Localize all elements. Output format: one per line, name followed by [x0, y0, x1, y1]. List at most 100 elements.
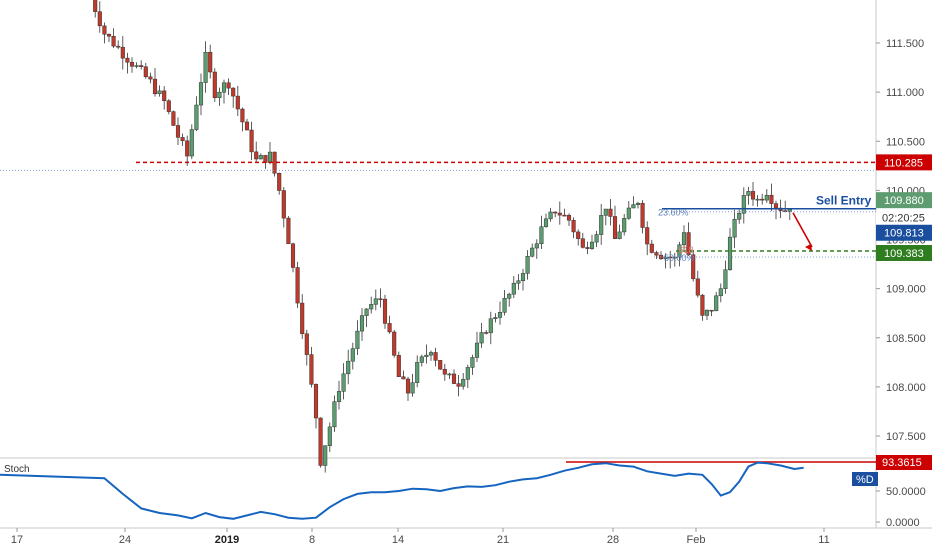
stoch-tick-label: 50.0000: [886, 486, 926, 498]
y-tick-label: 107.500: [886, 431, 926, 443]
candle-body: [525, 256, 530, 274]
candle-body: [162, 90, 167, 101]
candle-body: [313, 384, 319, 419]
candle-body: [474, 342, 480, 358]
candle-body: [557, 212, 562, 216]
candle-body: [341, 373, 346, 392]
candle-body: [681, 232, 687, 246]
candle-body: [290, 243, 296, 268]
candle-body: [424, 354, 429, 358]
candle-body: [106, 33, 112, 37]
resistance-price-label-bg: [876, 154, 932, 171]
candle-body: [594, 234, 599, 243]
candle-body: [336, 391, 342, 402]
candle-body: [231, 87, 236, 97]
candle-body: [732, 219, 737, 238]
fib-236-label: 23.60%: [658, 208, 689, 218]
candle-body: [649, 243, 654, 253]
candle-body: [755, 198, 760, 201]
stoch-legend-badge: [852, 472, 878, 486]
candle-body: [603, 208, 608, 216]
candle-body: [318, 417, 323, 466]
current-price-label-bg: [876, 192, 932, 209]
candle-body: [691, 254, 696, 280]
candle-body: [129, 61, 135, 67]
x-tick-label: 8: [309, 534, 315, 546]
x-tick-label: 28: [607, 534, 619, 546]
candle-body: [631, 204, 636, 209]
candle-body: [180, 137, 185, 142]
candle-body: [461, 379, 466, 387]
stoch-level-badge: [876, 455, 932, 470]
x-tick-label: 14: [392, 534, 404, 546]
candle-body: [373, 298, 378, 305]
take-profit-price-label: 109.383: [884, 248, 924, 260]
candle-body: [599, 215, 604, 235]
candle-body: [235, 95, 240, 110]
candle-body: [143, 66, 148, 78]
candle-body: [125, 57, 130, 63]
candle-body: [148, 76, 153, 80]
candle-body: [346, 360, 351, 375]
candle-body: [428, 352, 434, 356]
candlestick-series: [93, 0, 792, 473]
candle-body: [539, 226, 544, 244]
candle-body: [507, 293, 512, 299]
candle-body: [355, 330, 360, 349]
stoch-line: [0, 461, 804, 520]
candle-body: [543, 218, 549, 227]
candle-body: [534, 243, 539, 249]
candle-body: [488, 318, 493, 334]
candle-body: [249, 129, 254, 153]
stoch-title: Stoch: [4, 464, 30, 475]
y-tick-label: 108.500: [886, 333, 926, 345]
time-axis[interactable]: 17 24 2019 8 14 21 28 Feb 11: [11, 528, 830, 546]
candle-body: [617, 231, 622, 239]
candle-body: [304, 333, 309, 355]
candle-body: [382, 298, 388, 324]
candle-body: [566, 214, 572, 221]
resistance-price-label: 110.285: [884, 157, 923, 169]
candle-body: [396, 355, 401, 377]
candle-body: [410, 382, 415, 394]
candle-body: [203, 51, 208, 83]
candle-body: [576, 231, 581, 239]
price-pane[interactable]: [0, 0, 876, 458]
candle-body: [741, 195, 746, 214]
candle-body: [139, 65, 144, 67]
candle-body: [718, 288, 723, 297]
candle-body: [281, 190, 286, 219]
sell-entry-price-label-bg: [876, 224, 932, 241]
candle-body: [217, 91, 222, 98]
stoch-level-label: 93.3615: [882, 457, 922, 469]
candle-body: [654, 252, 659, 256]
countdown-bg: [876, 210, 932, 225]
stoch-legend-label: %D: [856, 474, 874, 486]
sell-arrow-head: [805, 243, 812, 251]
candle-body: [447, 373, 452, 376]
candle-body: [760, 198, 765, 201]
y-tick-label: 111.500: [886, 38, 924, 50]
candle-body: [769, 194, 774, 204]
candle-body: [401, 376, 406, 380]
candle-body: [502, 298, 507, 313]
candle-body: [695, 278, 700, 296]
candle-body: [267, 151, 273, 163]
candle-body: [277, 173, 282, 191]
candle-body: [470, 357, 475, 368]
y-tick-label: 109.000: [886, 284, 926, 296]
candle-body: [171, 111, 176, 126]
candle-body: [111, 35, 116, 47]
candle-body: [120, 46, 125, 59]
sell-entry-label: Sell Entry: [816, 194, 872, 208]
candle-body: [484, 332, 489, 334]
candle-body: [286, 217, 291, 245]
current-price-label: 109.880: [884, 195, 924, 207]
x-tick-label: 21: [497, 534, 509, 546]
candle-body: [254, 151, 259, 160]
candle-body: [152, 78, 158, 95]
sell-arrow: [792, 212, 813, 248]
fib-618-label: .618: [676, 245, 694, 255]
